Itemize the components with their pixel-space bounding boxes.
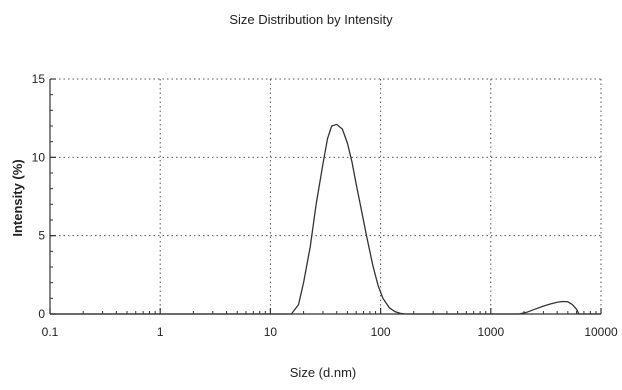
y-tick-label: 5 xyxy=(38,229,45,243)
axes xyxy=(49,79,601,315)
x-tick-label: 10 xyxy=(264,325,278,339)
tick-marks xyxy=(49,78,602,315)
x-axis-label: Size (d.nm) xyxy=(290,365,356,380)
x-tick-label: 10000 xyxy=(584,325,618,339)
x-tick-label: 1000 xyxy=(477,325,504,339)
grid-lines xyxy=(50,78,602,314)
x-tick-label: 1 xyxy=(157,325,164,339)
y-tick-label: 15 xyxy=(32,72,46,86)
intensity-series-line xyxy=(50,123,601,315)
x-tick-label: 100 xyxy=(371,325,391,339)
y-axis-label: Intensity (%) xyxy=(10,159,25,236)
chart-title: Size Distribution by Intensity xyxy=(229,12,393,27)
x-tick-label: 0.1 xyxy=(42,325,59,339)
y-tick-label: 0 xyxy=(38,307,45,321)
y-tick-label: 10 xyxy=(32,150,46,164)
tick-labels: 0.1 1 10 100 1000 10000 0 5 10 15 xyxy=(32,72,618,339)
